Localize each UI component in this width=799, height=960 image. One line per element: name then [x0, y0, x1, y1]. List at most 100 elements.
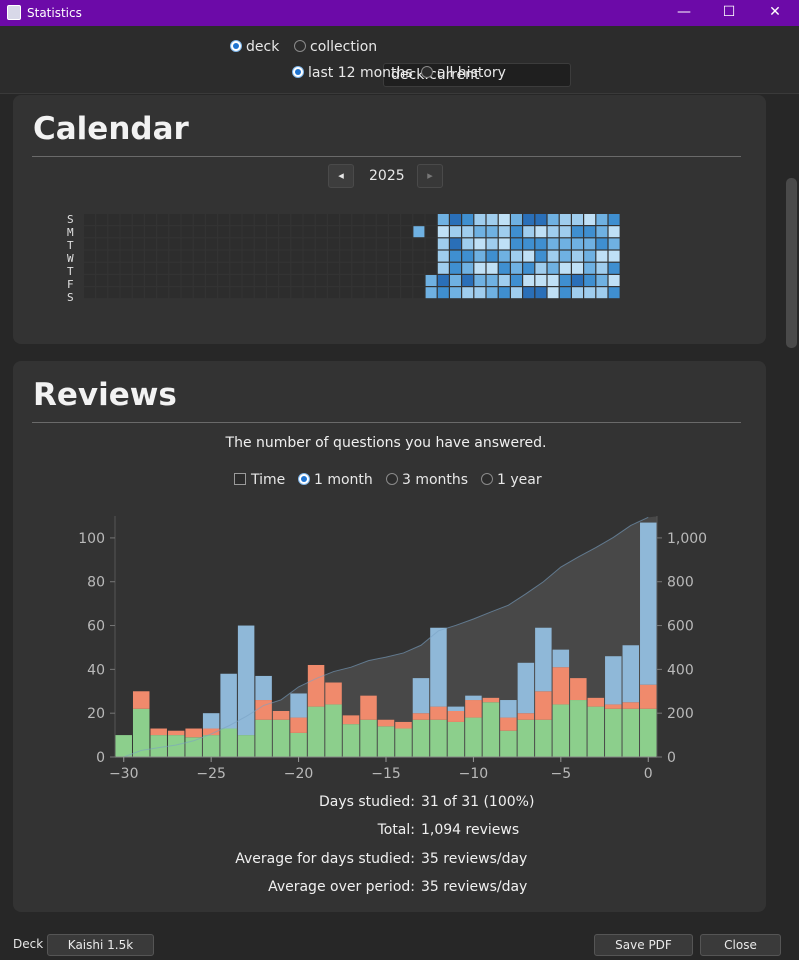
search-input[interactable]: deck:current [383, 63, 571, 87]
calendar-day-cell [462, 238, 474, 250]
calendar-day-cell [84, 238, 95, 250]
bar-young [325, 704, 342, 757]
calendar-day-cell [559, 214, 571, 225]
bar-relearn [255, 700, 272, 720]
calendar-day-cell [340, 262, 352, 274]
reviews-chart: −30 −25 −20 −15 −10 −5 00204060801000200400600… [78, 516, 707, 782]
previous-year-button[interactable]: ◂ [328, 164, 354, 188]
day-label-sun: S [67, 213, 74, 226]
calendar-day-cell [145, 214, 156, 225]
bar-relearn [587, 697, 605, 707]
bar-young [517, 719, 535, 757]
range-3-months-option[interactable]: 3 months [386, 472, 468, 488]
calendar-day-cell [169, 262, 181, 274]
calendar-day-cell [364, 226, 376, 238]
calendar-day-cell [254, 262, 266, 274]
scope-deck-option[interactable]: deck [230, 39, 279, 55]
calendar-day-cell [169, 238, 181, 250]
calendar-day-cell [596, 238, 608, 250]
x-tick-label: −10 [459, 766, 489, 782]
calendar-day-cell [206, 262, 217, 274]
calendar-day-cell [230, 275, 242, 286]
calendar-day-cell [486, 226, 498, 238]
calendar-day-cell [425, 238, 437, 250]
x-tick-label: −15 [371, 766, 401, 782]
bar-relearn [465, 700, 482, 718]
calendar-day-cell [218, 238, 230, 250]
bar-young [115, 735, 132, 757]
bar-young [220, 728, 237, 757]
scrollbar-thumb[interactable] [786, 178, 797, 348]
calendar-day-cell [193, 226, 205, 238]
bar-learn [290, 693, 307, 718]
close-button[interactable]: Close [700, 934, 781, 956]
calendar-day-cell [401, 250, 413, 262]
deck-select-button[interactable]: Kaishi 1.5k [47, 934, 154, 956]
radio-icon[interactable] [298, 473, 310, 485]
calendar-day-cell [169, 275, 181, 286]
bar-learn [255, 675, 272, 701]
maximize-button[interactable]: ☐ [722, 4, 736, 20]
calendar-day-cell [511, 214, 522, 225]
calendar-day-cell [547, 214, 559, 225]
radio-icon[interactable] [481, 473, 493, 485]
calendar-day-cell [145, 238, 156, 250]
x-tick-label: −30 [109, 766, 139, 782]
calendar-day-cell [486, 238, 498, 250]
calendar-day-cell [498, 238, 510, 250]
calendar-day-cell [462, 226, 474, 238]
range-1-month-option[interactable]: 1 month [298, 472, 373, 488]
calendar-day-cell [498, 214, 510, 225]
calendar-day-cell [474, 275, 486, 286]
calendar-day-cell [559, 275, 571, 286]
calendar-day-cell [120, 287, 132, 299]
calendar-day-cell [108, 214, 120, 225]
range-all-history-option[interactable]: all history [421, 65, 506, 81]
calendar-day-cell [279, 287, 291, 299]
calendar-day-cell [157, 250, 169, 262]
scope-collection-option[interactable]: collection [294, 39, 377, 55]
calendar-day-cell [572, 226, 583, 238]
calendar-day-cell [291, 238, 303, 250]
calendar-day-cell [425, 287, 437, 299]
calendar-day-cell [572, 275, 583, 286]
calendar-day-cell [547, 238, 559, 250]
calendar-day-cell [474, 250, 486, 262]
calendar-day-cell [84, 262, 95, 274]
radio-icon[interactable] [294, 40, 306, 52]
calendar-day-cell [303, 238, 315, 250]
bar-young [465, 717, 482, 757]
time-checkbox[interactable]: Time [234, 472, 285, 488]
next-year-button[interactable]: ▸ [417, 164, 443, 188]
radio-icon[interactable] [421, 66, 433, 78]
calendar-day-cell [608, 287, 620, 299]
calendar-day-cell [511, 238, 522, 250]
calendar-day-cell [584, 250, 596, 262]
radio-icon[interactable] [230, 40, 242, 52]
radio-icon[interactable] [292, 66, 304, 78]
bar-relearn [622, 702, 640, 709]
save-pdf-button[interactable]: Save PDF [594, 934, 693, 956]
checkbox-icon[interactable] [234, 473, 246, 485]
calendar-day-cell [486, 275, 498, 286]
calendar-day-cell [193, 275, 205, 286]
calendar-day-cell [315, 250, 327, 262]
bar-young [570, 700, 587, 757]
calendar-day-cell [206, 214, 217, 225]
close-window-button[interactable]: ✕ [769, 4, 781, 20]
radio-icon[interactable] [386, 473, 398, 485]
calendar-day-cell [437, 250, 449, 262]
calendar-day-cell [315, 275, 327, 286]
calendar-day-cell [413, 262, 425, 274]
calendar-day-cell [572, 250, 583, 262]
range-1-year-option[interactable]: 1 year [481, 472, 542, 488]
calendar-day-cell [474, 226, 486, 238]
calendar-day-cell [157, 275, 169, 286]
calendar-day-cell [486, 250, 498, 262]
day-label-sat: S [67, 291, 74, 304]
calendar-day-cell [450, 238, 461, 250]
calendar-day-cell [340, 214, 352, 225]
range-12-months-option[interactable]: last 12 months [292, 65, 413, 81]
bar-young [272, 719, 290, 757]
minimize-button[interactable]: — [677, 4, 691, 20]
